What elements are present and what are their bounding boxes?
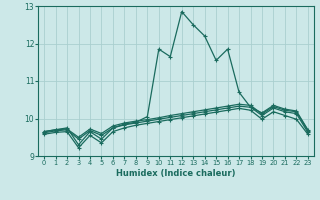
X-axis label: Humidex (Indice chaleur): Humidex (Indice chaleur) — [116, 169, 236, 178]
